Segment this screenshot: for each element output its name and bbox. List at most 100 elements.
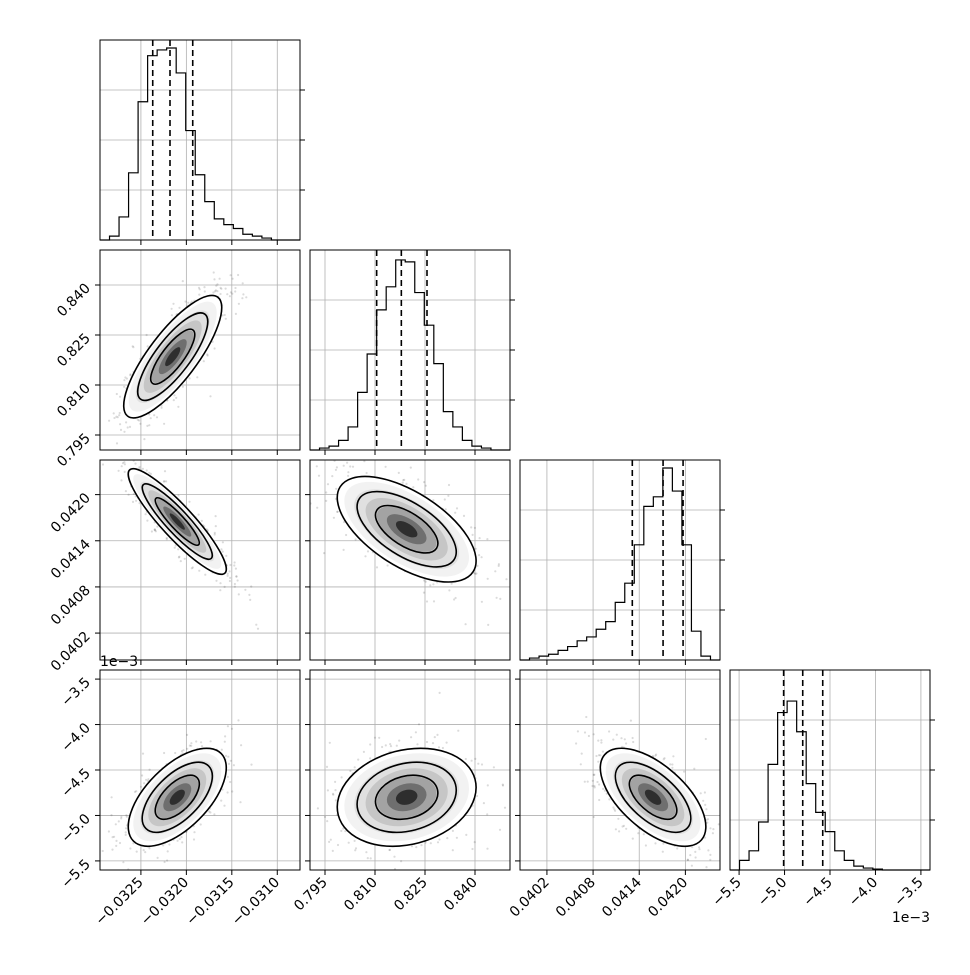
scatter-point [192,838,196,841]
scatter-point [424,484,427,487]
scatter-point [182,749,185,752]
scatter-point [231,292,234,295]
scatter-point [163,860,166,864]
scatter-point [451,829,454,833]
density-fill [169,513,185,530]
scatter-point [334,799,337,802]
scatter-point [175,396,178,399]
scatter-point [224,735,227,738]
scatter-point [340,776,343,779]
scatter-point [471,847,474,851]
x-tick-label: 0.0408 [553,875,599,921]
scatter-point [517,792,519,794]
histogram-line [310,259,510,451]
scatter-point [165,536,168,540]
y-tick-label: 0.795 [54,431,94,471]
scatter-point [686,858,689,861]
scatter-point [420,844,423,847]
scatter-point [128,432,130,434]
x-tick-label: −0.0310 [229,875,283,929]
scatter-point [212,291,215,294]
scatter-point [214,525,217,528]
scatter-point [726,832,728,834]
contour-line [614,761,692,834]
contour-line [336,475,477,583]
scatter-point [181,385,184,388]
scatter-point [125,421,128,424]
scatter-point [593,784,596,788]
scatter-point [328,741,331,744]
scatter-point [213,347,216,350]
scatter-point [128,425,132,428]
scatter-point [369,857,372,860]
scatter-point [148,847,151,850]
scatter-point [123,470,126,473]
scatter-point [423,579,426,582]
panel-frame [309,459,511,661]
scatter-point [118,414,121,417]
panel-frame [519,459,721,661]
scatter-point [153,528,156,532]
density-contours [599,747,707,848]
gridlines [100,460,300,660]
scatter-point [618,830,621,833]
scatter-point [250,585,253,588]
panel-content [316,691,519,870]
scatter-point [293,473,295,475]
scatter-point [705,873,707,875]
scatter-point [361,453,363,455]
scatter-point [213,813,216,816]
scatter-point [608,730,611,733]
scatter-point [108,419,111,422]
scatter-point [188,377,191,380]
scatter-point [146,519,149,522]
scatter-point [120,465,123,468]
x-tick-label: 0.795 [291,875,331,915]
scatter-point [389,745,393,748]
scatter-point [124,490,127,493]
panel-frame [99,39,301,241]
scatter-point [118,841,122,845]
scatter-point [405,482,408,485]
histogram-line [520,467,720,661]
scatter-point [187,301,190,304]
scatter-point [331,475,334,478]
scatter-point [199,823,202,826]
scatter-point [471,533,474,537]
contour-line [628,774,678,821]
scatter-point [316,506,319,509]
contour-line [149,328,196,385]
scatter-point [166,859,169,862]
x-tick-label: 0.0402 [507,875,553,921]
x-tick-label: 0.840 [441,875,481,915]
scatter-point [433,736,436,739]
scatter-point [717,823,720,826]
scatter-point [93,461,95,463]
scatter-point [138,465,141,469]
scatter-point [655,753,658,756]
scatter-point [215,579,218,582]
panel-frame [729,669,931,871]
scatter-point [642,833,645,836]
scatter-point [233,561,236,564]
scatter-point [221,314,224,317]
scatter-point [203,286,206,289]
scatter-point [225,554,228,558]
scatter-point [453,598,456,601]
scatter-point [707,849,710,852]
scatter-point [245,296,248,299]
scatter-point [218,277,221,280]
scatter-point [397,471,400,474]
scatter-point [143,438,146,441]
scatter-point [409,466,412,469]
scatter-point [325,765,329,769]
scatter-point [193,831,196,834]
scatter-point [429,584,432,587]
scatter-point [369,743,372,746]
scatter-point [662,758,665,761]
scatter-point [223,313,226,317]
scatter-point [623,738,626,741]
scatter-point [237,593,240,596]
scatter-point [123,430,126,433]
scatter-point [221,541,224,544]
